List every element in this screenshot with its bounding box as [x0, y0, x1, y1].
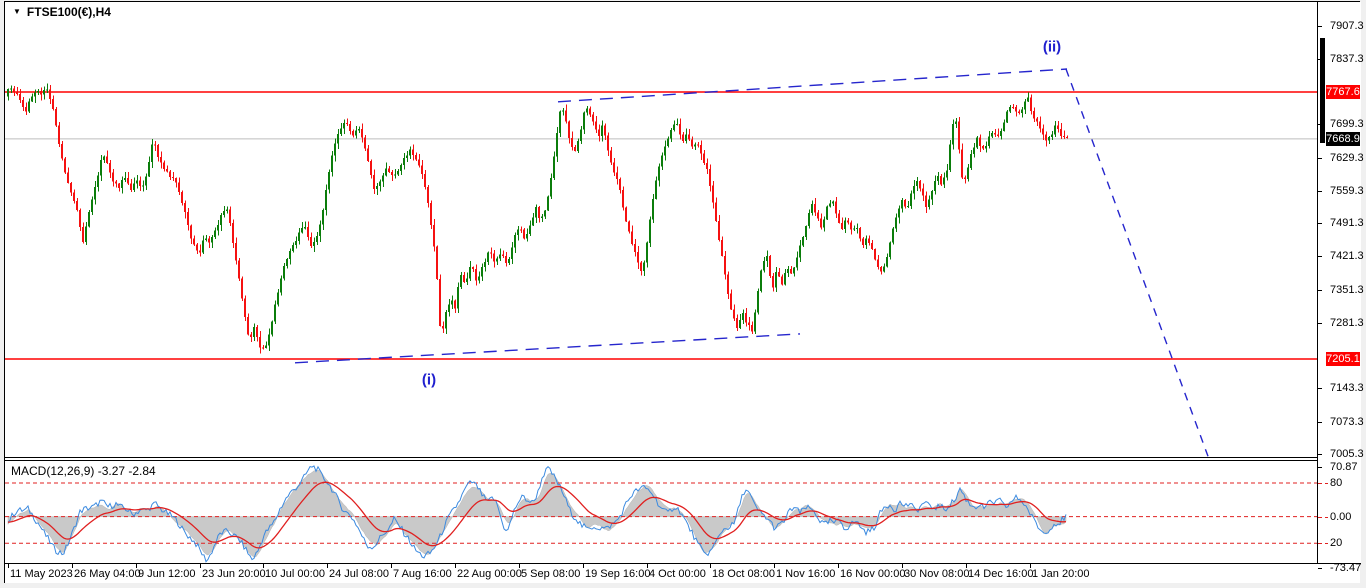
current-price-label: 7668.9 — [1326, 132, 1360, 146]
time-tick — [1030, 564, 1031, 568]
candles — [7, 83, 1068, 354]
price-axis-label: 7421.3 — [1330, 250, 1364, 262]
time-axis-separator — [5, 563, 1361, 564]
trendline-bearish-projection[interactable] — [1065, 68, 1209, 457]
macd-axis-label: -73.47 — [1330, 562, 1362, 574]
chart-title[interactable]: ▼ FTSE100(€),H4 — [13, 5, 111, 19]
time-axis-label: 30 Nov 08:00 — [904, 568, 970, 580]
price-tick — [1318, 323, 1322, 324]
price-axis-label: 7907.3 — [1330, 20, 1364, 32]
time-axis-label: 9 Jun 12:00 — [138, 568, 196, 580]
time-axis-label: 22 Aug 00:00 — [457, 568, 522, 580]
support-price-label: 7205.1 — [1326, 352, 1360, 366]
wave-label-i[interactable]: (i) — [421, 371, 437, 389]
time-tick — [136, 564, 137, 568]
time-axis[interactable]: 11 May 2023 26 May 04:00 9 Jun 12:00 23 Jun… — [5, 564, 1360, 583]
time-tick — [838, 564, 839, 568]
macd-level-tick — [1318, 517, 1328, 518]
price-tick — [1318, 191, 1322, 192]
macd-axis-label: 20 — [1330, 537, 1343, 549]
macd-signal-line — [7, 481, 1067, 549]
time-tick — [774, 564, 775, 568]
candlestick-plot[interactable] — [5, 2, 1317, 457]
price-axis-label: 7281.3 — [1330, 317, 1364, 329]
symbol-title-label: FTSE100(€),H4 — [26, 5, 111, 19]
time-tick — [8, 564, 9, 568]
time-tick — [647, 564, 648, 568]
chart-frame — [4, 1, 1360, 583]
pane-separator-top[interactable] — [5, 457, 1361, 458]
macd-axis-label: 70.87 — [1330, 461, 1358, 473]
price-tick — [1318, 26, 1322, 27]
macd-indicator-label: MACD(12,26,9) -3.27 -2.84 — [11, 464, 156, 478]
price-tick — [1318, 256, 1322, 257]
time-tick — [966, 564, 967, 568]
price-axis-label: 7629.3 — [1330, 152, 1364, 164]
time-tick — [902, 564, 903, 568]
price-tick — [1318, 422, 1322, 423]
price-axis-label: 7491.3 — [1330, 217, 1364, 229]
macd-axis-label: 80 — [1330, 477, 1343, 489]
time-axis-label: 18 Oct 08:00 — [712, 568, 775, 580]
trendline-upper-channel[interactable] — [557, 68, 1068, 103]
time-axis-label: 23 Jun 20:00 — [202, 568, 266, 580]
price-tick — [1318, 388, 1322, 389]
time-axis-label: 14 Dec 16:00 — [968, 568, 1034, 580]
price-tick — [1318, 290, 1322, 291]
time-tick — [519, 564, 520, 568]
time-axis-label: 4 Oct 00:00 — [649, 568, 706, 580]
price-axis-label: 7351.3 — [1330, 284, 1364, 296]
macd-tick — [1318, 568, 1322, 569]
time-tick — [327, 564, 328, 568]
pane-separator-bottom[interactable] — [5, 460, 1361, 461]
time-tick — [263, 564, 264, 568]
macd-axis-label: 0.00 — [1330, 511, 1352, 523]
price-axis-label: 7559.3 — [1330, 185, 1364, 197]
resistance-price-label: 7767.6 — [1326, 85, 1360, 99]
trendlines[interactable] — [294, 68, 1209, 457]
time-axis-label: 19 Sep 16:00 — [585, 568, 651, 580]
time-axis-label: 16 Nov 00:00 — [840, 568, 906, 580]
time-axis-label: 5 Sep 08:00 — [521, 568, 581, 580]
time-tick — [710, 564, 711, 568]
time-axis-label: 24 Jul 08:00 — [329, 568, 389, 580]
price-axis-label: 7143.3 — [1330, 382, 1364, 394]
time-tick — [455, 564, 456, 568]
price-axis-label: 7005.3 — [1330, 448, 1364, 460]
price-tick — [1318, 158, 1322, 159]
time-axis-label: 26 May 04:00 — [74, 568, 141, 580]
trendline-lower-channel[interactable] — [294, 333, 801, 364]
wave-label-ii[interactable]: (ii) — [1042, 38, 1062, 56]
price-tick — [1318, 223, 1322, 224]
horizontal-level-lines[interactable] — [5, 91, 1317, 360]
time-tick — [583, 564, 584, 568]
symbol-dropdown-icon[interactable]: ▼ — [13, 7, 21, 16]
macd-main-line — [7, 465, 1067, 563]
axis-highlight-bar — [1320, 38, 1325, 143]
macd-level-tick — [1318, 483, 1328, 484]
macd-plot[interactable] — [5, 461, 1317, 563]
time-axis-label: 10 Jul 00:00 — [265, 568, 325, 580]
price-axis-label: 7699.3 — [1330, 118, 1364, 130]
time-axis-label: 1 Nov 16:00 — [776, 568, 836, 580]
time-axis-label: 11 May 2023 — [10, 568, 73, 580]
macd-level-tick — [1318, 543, 1328, 544]
price-axis-label: 7073.3 — [1330, 416, 1364, 428]
time-axis-label: 7 Aug 16:00 — [393, 568, 452, 580]
time-tick — [391, 564, 392, 568]
time-axis-label: 1 Jan 20:00 — [1032, 568, 1090, 580]
time-tick — [72, 564, 73, 568]
price-tick — [1318, 454, 1322, 455]
price-axis-label: 7837.3 — [1330, 53, 1364, 65]
macd-tick — [1318, 467, 1322, 468]
time-tick — [200, 564, 201, 568]
